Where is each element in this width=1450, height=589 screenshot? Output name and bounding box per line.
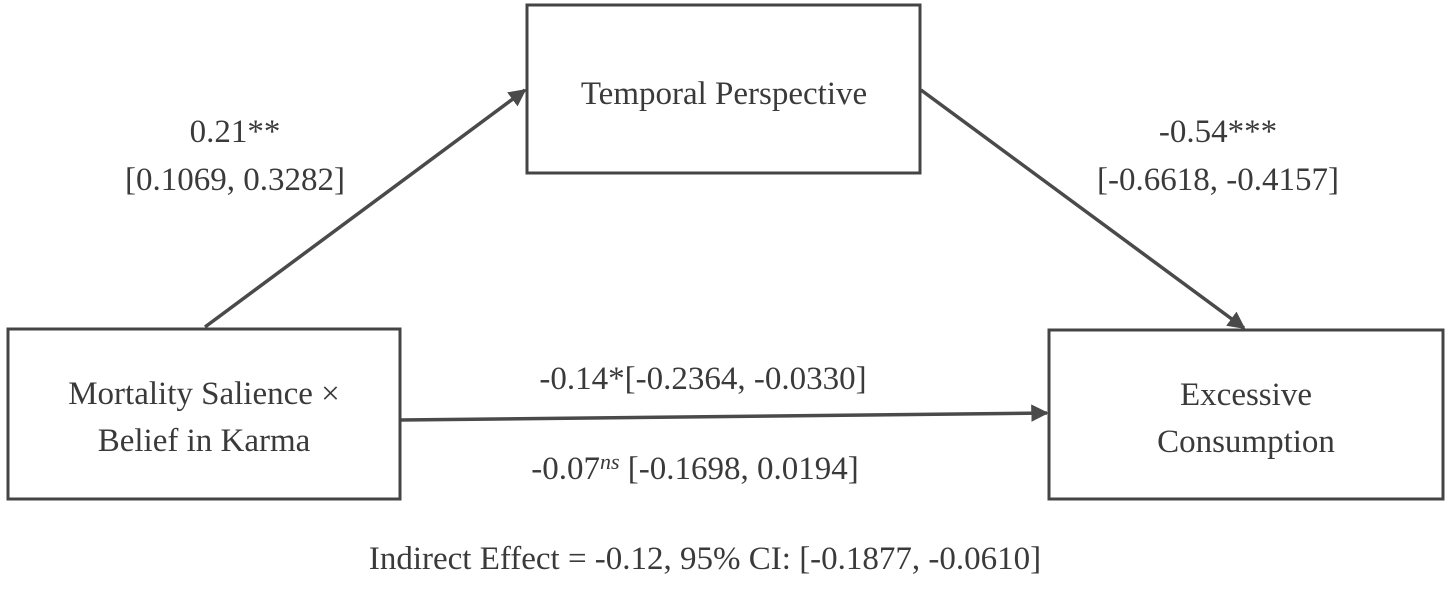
path-b-coefficient: -0.54***	[1159, 114, 1277, 150]
predictor-box	[6, 327, 402, 501]
outcome-box	[1047, 328, 1445, 501]
path-c-total: -0.14*[-0.2364, -0.0330]	[539, 361, 866, 397]
path-b-arrow	[919, 88, 1246, 330]
direct-significance: ns	[600, 449, 620, 474]
node-label: Consumption	[1157, 424, 1335, 460]
direct-ci: [-0.1698, 0.0194]	[620, 451, 859, 487]
path-c-arrow	[399, 404, 1049, 422]
path-a-coefficient: 0.21**	[190, 114, 281, 150]
node-label: Belief in Karma	[98, 423, 311, 459]
node-label: Mortality Salience ×	[68, 376, 340, 412]
path-b-ci: [-0.6618, -0.4157]	[1097, 162, 1339, 198]
path-a-arrow	[203, 88, 527, 329]
direct-coefficient: -0.07	[531, 451, 600, 487]
path-a-ci: [0.1069, 0.3282]	[125, 162, 345, 198]
mediator-box	[525, 3, 922, 175]
node-label: Temporal Perspective	[581, 76, 867, 112]
node-label: Excessive	[1180, 377, 1312, 413]
path-c-direct: -0.07ns [-0.1698, 0.0194]	[531, 449, 859, 487]
indirect-effect: Indirect Effect = -0.12, 95% CI: [-0.187…	[369, 541, 1041, 577]
